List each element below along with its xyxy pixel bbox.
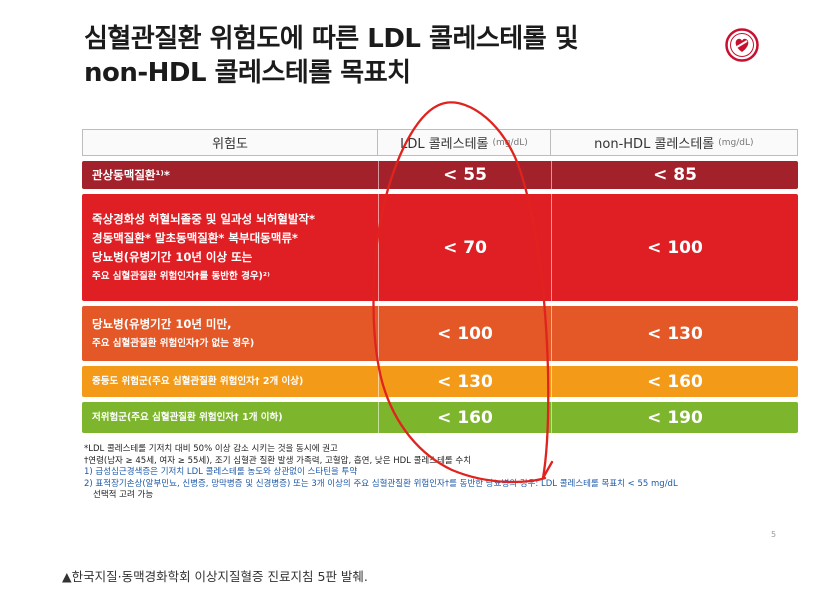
- footnote: 2) 표적장기손상(알부민뇨, 신병증, 망막병증 및 신경병증) 또는 3개 …: [84, 478, 678, 489]
- risk-line: 주요 심혈관질환 위험인자†를 동반한 경우)²⁾: [92, 270, 270, 282]
- risk-line: 관상동맥질환¹⁾*: [92, 167, 170, 182]
- risk-line: 경동맥질환* 말초동맥질환* 복부대동맥류*: [92, 230, 298, 245]
- header-nonhdl-label: non-HDL 콜레스테롤: [594, 137, 715, 152]
- risk-line: 죽상경화성 허혈뇌졸중 및 일과성 뇌허혈발작*: [92, 211, 316, 226]
- risk-label: 당뇨병(유병기간 10년 미만, 주요 심혈관질환 위험인자†가 없는 경우): [82, 306, 378, 361]
- risk-line: 주요 심혈관질환 위험인자†가 없는 경우): [92, 337, 255, 349]
- footnote: 선택적 고려 가능: [93, 490, 154, 500]
- title-line-2: non-HDL 콜레스테롤 목표치: [84, 58, 411, 88]
- nonhdl-target: < 130: [551, 306, 798, 361]
- table-row: 죽상경화성 허혈뇌졸중 및 일과성 뇌허혈발작* 경동맥질환* 말초동맥질환* …: [82, 194, 798, 301]
- table-row: 당뇨병(유병기간 10년 미만, 주요 심혈관질환 위험인자†가 없는 경우) …: [82, 306, 798, 361]
- risk-line: 저위험군(주요 심혈관질환 위험인자† 1개 이하): [92, 412, 283, 423]
- page-number: 5: [771, 530, 777, 539]
- nonhdl-target: < 100: [551, 194, 798, 301]
- footnotes: *LDL 콜레스테롤 기저치 대비 50% 이상 감소 시키는 것을 동시에 권…: [84, 444, 794, 502]
- ldl-target: < 70: [378, 194, 551, 301]
- ldl-target: < 100: [378, 306, 551, 361]
- slide: 심혈관질환 위험도에 따른 LDL 콜레스테롤 및 non-HDL 콜레스테롤 …: [62, 0, 798, 552]
- header-nonhdl: non-HDL 콜레스테롤 (mg/dL): [551, 130, 797, 155]
- risk-label: 죽상경화성 허혈뇌졸중 및 일과성 뇌허혈발작* 경동맥질환* 말초동맥질환* …: [82, 194, 378, 301]
- risk-label: 저위험군(주요 심혈관질환 위험인자† 1개 이하): [82, 402, 378, 433]
- header-nonhdl-unit: (mg/dL): [718, 137, 754, 148]
- footnote: *LDL 콜레스테롤 기저치 대비 50% 이상 감소 시키는 것을 동시에 권…: [84, 444, 338, 454]
- header-risk: 위험도: [83, 130, 379, 155]
- nonhdl-target: < 85: [551, 161, 798, 189]
- risk-line: 당뇨병(유병기간 10년 이상 또는: [92, 249, 253, 264]
- table-row: 중등도 위험군(주요 심혈관질환 위험인자† 2개 이상) < 130 < 16…: [82, 366, 798, 397]
- header-ldl-unit: (mg/dL): [492, 137, 528, 148]
- ldl-target: < 160: [378, 402, 551, 433]
- footnote: 1) 급성심근경색증은 기저치 LDL 콜레스테롤 농도와 상관없이 스타틴을 …: [84, 467, 358, 477]
- nonhdl-target: < 160: [551, 366, 798, 397]
- slide-title: 심혈관질환 위험도에 따른 LDL 콜레스테롤 및 non-HDL 콜레스테롤 …: [84, 22, 684, 90]
- risk-line: 당뇨병(유병기간 10년 미만,: [92, 316, 232, 331]
- table-header: 위험도 LDL 콜레스테롤 (mg/dL) non-HDL 콜레스테롤 (mg/…: [82, 129, 798, 156]
- risk-line: 중등도 위험군(주요 심혈관질환 위험인자† 2개 이상): [92, 376, 304, 387]
- society-logo-icon: [725, 28, 759, 62]
- nonhdl-target: < 190: [551, 402, 798, 433]
- ldl-target: < 130: [378, 366, 551, 397]
- risk-label: 중등도 위험군(주요 심혈관질환 위험인자† 2개 이상): [82, 366, 378, 397]
- table-row: 관상동맥질환¹⁾* < 55 < 85: [82, 161, 798, 189]
- risk-label: 관상동맥질환¹⁾*: [82, 161, 378, 189]
- table-row: 저위험군(주요 심혈관질환 위험인자† 1개 이하) < 160 < 190: [82, 402, 798, 433]
- title-line-1: 심혈관질환 위험도에 따른 LDL 콜레스테롤 및: [84, 24, 579, 54]
- footnote: †연령(남자 ≥ 45세, 여자 ≥ 55세), 조기 심혈관 질환 발생 가족…: [84, 455, 472, 466]
- target-table: 위험도 LDL 콜레스테롤 (mg/dL) non-HDL 콜레스테롤 (mg/…: [82, 129, 798, 433]
- image-caption: ▲한국지질·동맥경화학회 이상지질혈증 진료지침 5판 발췌.: [62, 569, 368, 584]
- header-ldl: LDL 콜레스테롤 (mg/dL): [378, 130, 551, 155]
- ldl-target: < 55: [378, 161, 551, 189]
- header-ldl-label: LDL 콜레스테롤: [400, 137, 489, 152]
